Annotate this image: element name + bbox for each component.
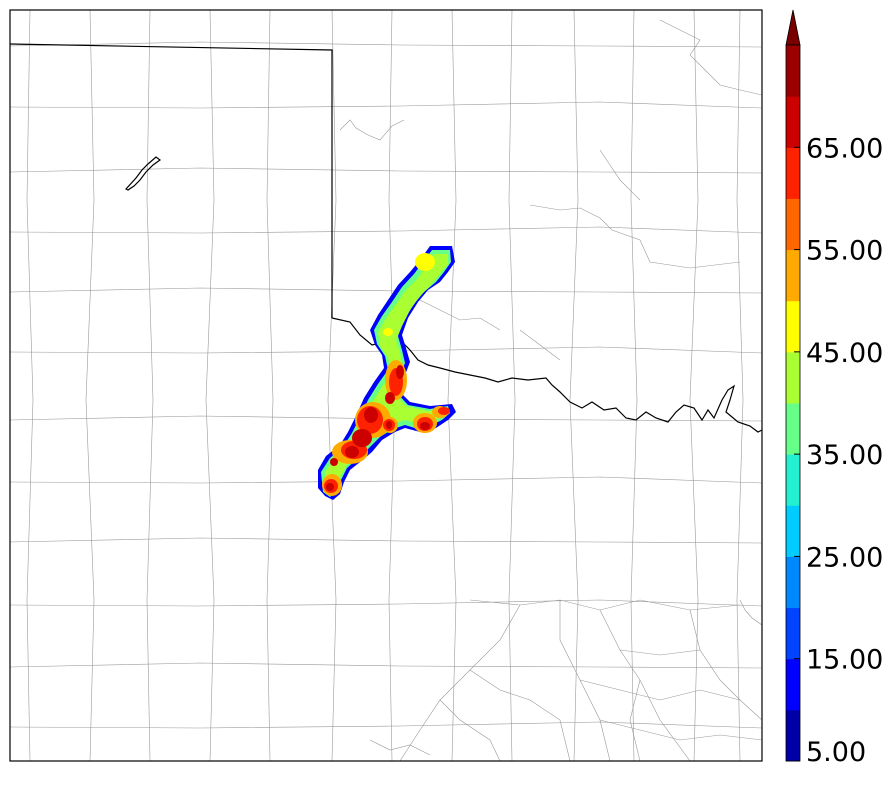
colorbar-segment: [786, 709, 800, 762]
county-line-vertical: [26, 10, 34, 761]
county-line-horizontal: [10, 537, 762, 544]
county-line-vertical: [327, 10, 337, 761]
county-line-vertical: [508, 10, 516, 761]
colorbar-tick-label: 15.00: [806, 645, 883, 676]
colorbar-segment: [786, 45, 800, 97]
county-boundaries: [10, 10, 762, 761]
county-line-vertical: [569, 10, 579, 761]
county-line-horizontal: [10, 476, 762, 484]
colorbar: [785, 9, 801, 762]
county-line-vertical: [266, 10, 274, 761]
colorbar-segment: [786, 300, 800, 353]
state-boundaries: [10, 43, 762, 433]
colorbar-segment: [786, 351, 800, 404]
colorbar-tick-label: 5.00: [806, 737, 866, 768]
county-line-horizontal: [10, 226, 762, 234]
colorbar-labels: 5.00 15.00 25.00 35.00 45.00 55.00 65.00: [806, 133, 883, 768]
county-line-horizontal: [10, 167, 762, 174]
colorbar-segment: [786, 96, 800, 148]
colorbar-tick-label: 35.00: [806, 440, 883, 471]
county-line-vertical: [447, 10, 457, 761]
county-line-horizontal: [10, 41, 762, 48]
colorbar-border: [785, 44, 801, 762]
irregular-county-boundaries: [339, 19, 762, 761]
colorbar-segment: [786, 454, 800, 506]
colorbar-tick-label: 25.00: [806, 542, 883, 573]
county-line-horizontal: [10, 721, 762, 729]
colorbar-segment: [786, 403, 800, 455]
colorbar-segment: [786, 505, 800, 557]
county-line-horizontal: [10, 101, 762, 109]
colorbar-segment: [786, 198, 800, 251]
county-line-horizontal: [10, 662, 762, 669]
map-frame: [9, 9, 763, 762]
county-line-vertical: [736, 10, 744, 761]
county-line-vertical: [630, 10, 638, 761]
colorbar-segment: [786, 607, 800, 660]
colorbar-tick-label: 65.00: [806, 133, 883, 164]
colorbar-segment: [786, 249, 800, 302]
colorbar-segment: [786, 556, 800, 609]
colorbar-tick-label: 45.00: [806, 338, 883, 369]
county-line-vertical: [85, 10, 95, 761]
county-line-vertical: [689, 10, 699, 761]
colorbar-tick-label: 55.00: [806, 236, 883, 267]
county-line-horizontal: [10, 599, 762, 607]
colorbar-segment: [786, 658, 800, 711]
reflectivity-echo: [318, 246, 456, 500]
colorbar-extend-arrow: [785, 9, 801, 46]
county-line-vertical: [146, 10, 154, 761]
colorbar-segment: [786, 147, 800, 199]
county-line-vertical: [205, 10, 215, 761]
